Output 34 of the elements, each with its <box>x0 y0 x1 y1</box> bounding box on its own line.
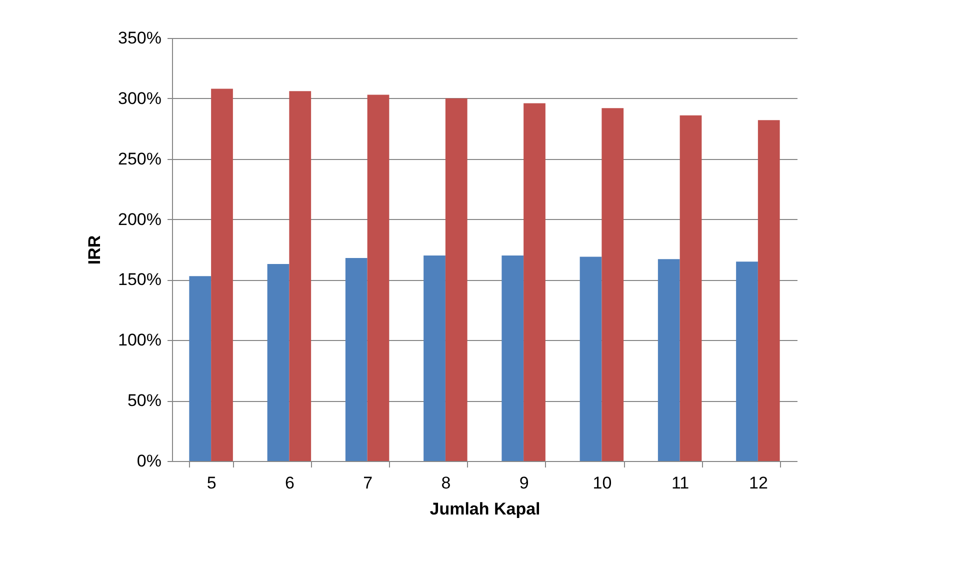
y-tick-label: 50% <box>127 391 162 410</box>
x-tick-label: 7 <box>363 474 373 492</box>
x-tick-label: 10 <box>592 474 612 492</box>
bar <box>267 264 290 461</box>
x-axis-title: Jumlah Kapal <box>430 500 540 518</box>
bar <box>211 88 233 461</box>
bar <box>658 259 680 461</box>
bar <box>602 108 624 461</box>
bar <box>445 98 468 461</box>
bar <box>524 103 546 461</box>
bar <box>758 120 780 461</box>
x-tick-label: 5 <box>206 474 216 492</box>
bar <box>736 262 758 461</box>
bar <box>289 91 312 461</box>
y-tick-label: 300% <box>118 88 162 108</box>
y-tick-label: 150% <box>118 270 162 290</box>
bar <box>189 276 212 461</box>
bar <box>580 256 602 461</box>
y-tick-label: 350% <box>118 28 162 48</box>
y-tick-label: 200% <box>118 210 162 229</box>
x-tick-label: 6 <box>284 474 294 492</box>
y-tick-label: 250% <box>118 149 162 168</box>
x-tick-label: 11 <box>671 474 690 492</box>
x-tick-label: 12 <box>748 474 768 492</box>
bar <box>502 256 524 461</box>
bar <box>345 258 368 461</box>
x-tick-label: 8 <box>441 474 451 492</box>
bar <box>680 115 702 461</box>
y-tick-label: 0% <box>136 452 162 470</box>
x-tick-label: 9 <box>519 474 529 492</box>
bar <box>424 256 446 461</box>
y-axis-title: IRR <box>85 235 104 265</box>
y-tick-label: 100% <box>118 330 162 350</box>
bar <box>367 94 390 461</box>
